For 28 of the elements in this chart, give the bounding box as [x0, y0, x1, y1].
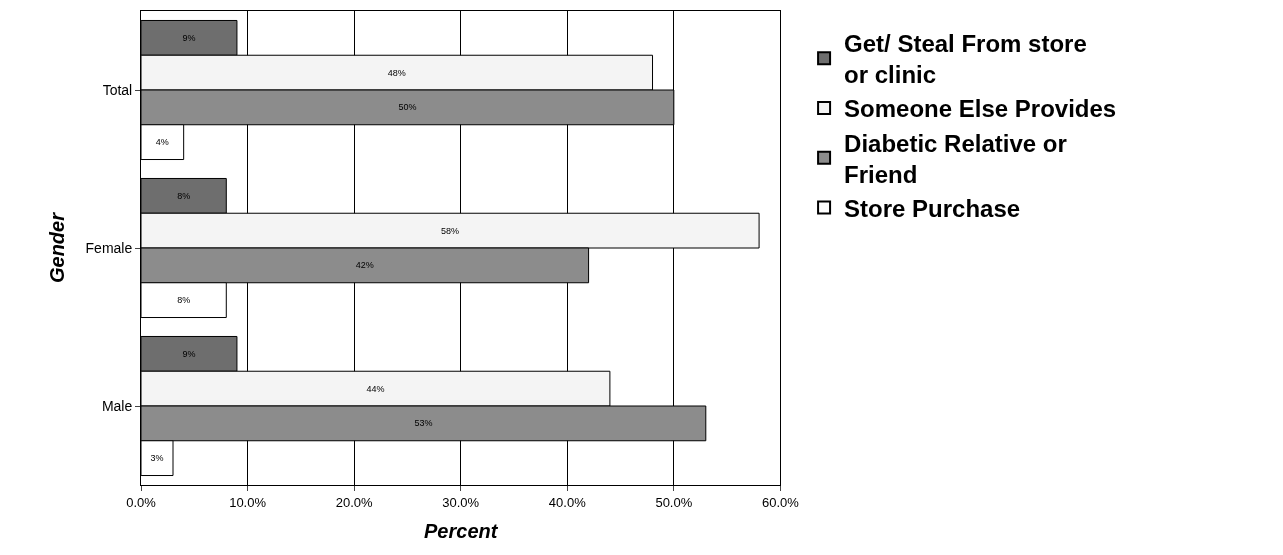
legend-label: Someone Else Provides: [844, 95, 1117, 123]
y-axis-title: Gender: [46, 211, 69, 284]
data-label: 44%: [366, 383, 385, 394]
data-label: 4%: [155, 137, 169, 148]
x-tick-label: 20.0%: [335, 494, 374, 510]
y-tick-label: Male: [101, 397, 133, 414]
data-label: 8%: [177, 295, 191, 306]
legend-label: Get/ Steal From store or clinic: [844, 29, 1087, 89]
x-tick-label: 60.0%: [761, 494, 800, 510]
y-tick-label: Total: [102, 81, 133, 98]
data-label: 9%: [182, 348, 196, 359]
data-label: 53%: [414, 418, 433, 429]
legend-label: Diabetic Relative or Friend: [844, 129, 1067, 188]
x-tick-label: 10.0%: [229, 494, 267, 510]
data-label: 3%: [150, 453, 164, 464]
data-label: 48%: [387, 67, 406, 78]
data-label: 9%: [182, 32, 196, 43]
legend-label: Store Purchase: [844, 194, 1021, 222]
x-tick-label: 50.0%: [655, 494, 693, 510]
x-axis-title: Percent: [424, 520, 499, 543]
x-tick-label: 40.0%: [548, 494, 587, 510]
y-tick-label: Female: [85, 239, 133, 256]
data-label: 8%: [177, 190, 191, 201]
data-label: 58%: [441, 225, 460, 236]
data-label: 42%: [355, 260, 374, 271]
x-tick-label: 30.0%: [442, 494, 480, 510]
data-label: 50%: [398, 102, 417, 113]
x-tick-label: 0.0%: [126, 494, 157, 510]
